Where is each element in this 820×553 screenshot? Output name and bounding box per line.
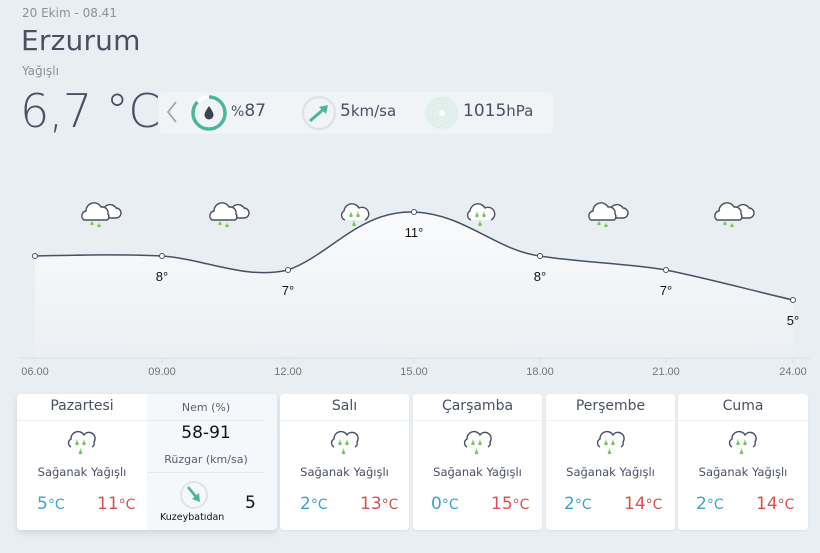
- x-axis-label: 09.00: [148, 366, 176, 378]
- wind-direction-icon: [180, 481, 208, 509]
- daily-forecast: Pazartesi Sağanak Yağışlı 5°C 11°C Nem (…: [17, 394, 809, 530]
- humidity-value: %87: [231, 101, 266, 121]
- min-temperature: 2°C: [696, 494, 724, 514]
- day-description: Sağanak Yağışlı: [698, 465, 788, 479]
- max-temperature: 11°C: [97, 494, 136, 514]
- max-temperature: 14°C: [624, 494, 663, 514]
- point-label: 7°: [659, 283, 673, 298]
- heavy-rain-icon: [596, 430, 625, 455]
- heavy-rain-icon: [340, 203, 370, 227]
- max-temperature: 13°C: [360, 494, 399, 514]
- day-card-today[interactable]: Pazartesi Sağanak Yağışlı 5°C 11°C Nem (…: [17, 394, 277, 530]
- wind-direction: Kuzeybatıdan: [160, 512, 225, 523]
- max-temperature: 14°C: [756, 494, 795, 514]
- x-axis-label: 06.00: [21, 366, 49, 378]
- wind-speed: 5: [245, 493, 256, 513]
- chevron-left-icon[interactable]: [165, 100, 179, 124]
- day-name: Pazartesi: [17, 394, 147, 421]
- showers-partly-cloudy-icon: [209, 202, 250, 228]
- humidity-range: 58-91: [181, 423, 231, 443]
- pressure-value: 1015hPa: [463, 101, 534, 121]
- day-card[interactable]: Çarşamba Sağanak Yağışlı 0°C 15°C: [413, 394, 542, 530]
- showers-partly-cloudy-icon: [714, 202, 755, 228]
- point-label: 8°: [155, 269, 169, 284]
- point-label: 5°: [786, 313, 800, 328]
- day-description: Sağanak Yağışlı: [433, 465, 522, 479]
- wind-arrow-icon: [301, 95, 337, 131]
- day-card[interactable]: Cuma Sağanak Yağışlı 2°C 14°C: [678, 394, 808, 530]
- x-axis-label: 24.00: [779, 366, 807, 378]
- heavy-rain-icon: [466, 203, 496, 227]
- x-axis-label: 12.00: [274, 366, 302, 378]
- day-card[interactable]: Perşembe Sağanak Yağışlı 2°C 14°C: [546, 394, 675, 530]
- day-description: Sağanak Yağışlı: [37, 465, 127, 479]
- heavy-rain-icon: [67, 430, 96, 455]
- point-label: 8°: [533, 269, 547, 284]
- showers-partly-cloudy-icon: [588, 202, 629, 228]
- day-name: Salı: [280, 394, 409, 421]
- x-axis-label: 18.00: [526, 366, 554, 378]
- wind-label: Rüzgar (km/sa): [164, 453, 248, 466]
- x-axis-label: 21.00: [652, 366, 680, 378]
- min-temperature: 0°C: [431, 494, 459, 514]
- pressure-rings-icon: [425, 96, 459, 130]
- current-stats-bar: %87 5km/sa 1015hPa: [159, 92, 553, 134]
- current-condition: Yağışlı: [22, 64, 59, 78]
- heavy-rain-icon: [463, 430, 492, 455]
- heavy-rain-icon: [728, 430, 757, 455]
- min-temperature: 5°C: [37, 494, 65, 514]
- point-label: 11°: [404, 225, 424, 240]
- temperature-line-plot: [18, 209, 810, 363]
- humidity-drop-icon: [191, 95, 227, 131]
- min-temperature: 2°C: [564, 494, 592, 514]
- max-temperature: 15°C: [491, 494, 530, 514]
- divider: [147, 420, 265, 421]
- wind-value: 5km/sa: [340, 101, 397, 121]
- hourly-temperature-chart: 8° 7° 11° 8° 7° 5° 06.00: [0, 195, 820, 385]
- showers-partly-cloudy-icon: [81, 202, 122, 228]
- day-name: Çarşamba: [413, 394, 542, 421]
- point-label: 7°: [281, 283, 295, 298]
- day-card[interactable]: Salı Sağanak Yağışlı 2°C 13°C: [280, 394, 409, 530]
- current-temperature: 6,7 °C: [20, 84, 160, 138]
- day-name: Cuma: [678, 394, 808, 421]
- today-details-panel: Nem (%) 58-91 Rüzgar (km/sa) Kuzeybatıda…: [147, 394, 277, 530]
- day-name: Perşembe: [546, 394, 675, 421]
- day-description: Sağanak Yağışlı: [300, 465, 389, 479]
- humidity-label: Nem (%): [181, 401, 231, 414]
- divider: [147, 472, 265, 473]
- min-temperature: 2°C: [300, 494, 328, 514]
- x-axis-label: 15.00: [400, 366, 428, 378]
- day-description: Sağanak Yağışlı: [566, 465, 655, 479]
- heavy-rain-icon: [330, 430, 359, 455]
- date-time: 20 Ekim - 08.41: [22, 6, 117, 20]
- city-name: Erzurum: [21, 24, 141, 57]
